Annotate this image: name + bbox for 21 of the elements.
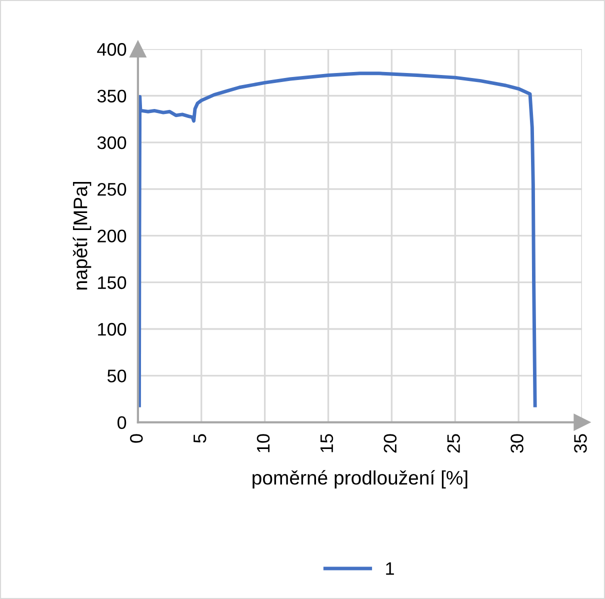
y-tick-label: 50 (107, 370, 126, 382)
line-series (138, 72, 537, 408)
y-tick-label: 200 (98, 230, 126, 242)
x-tick-label: 25 (447, 434, 460, 453)
y-tick-label: 350 (97, 90, 126, 102)
x-tick-label: 20 (384, 434, 397, 453)
y-tick-label: 250 (98, 182, 126, 196)
y-tick-label: 300 (97, 136, 126, 150)
x-tick-label: 0 (130, 434, 143, 443)
x-tick-label: 10 (256, 434, 270, 452)
x-tick-label: 30 (510, 434, 524, 453)
x-tick-label: 5 (194, 434, 206, 443)
y-tick-label: 100 (98, 322, 126, 336)
y-tick-label: 400 (97, 43, 126, 56)
x-tick-label: 35 (574, 434, 587, 453)
x-tick-label: 15 (320, 434, 334, 452)
legend-label: 1 (386, 562, 394, 575)
y-axis-title: napětí [MPa] (72, 182, 92, 290)
x-axis-title: poměrné prodloužení [%] (252, 470, 468, 489)
y-tick-label: 150 (98, 276, 126, 290)
y-tick-label: 0 (117, 416, 126, 430)
